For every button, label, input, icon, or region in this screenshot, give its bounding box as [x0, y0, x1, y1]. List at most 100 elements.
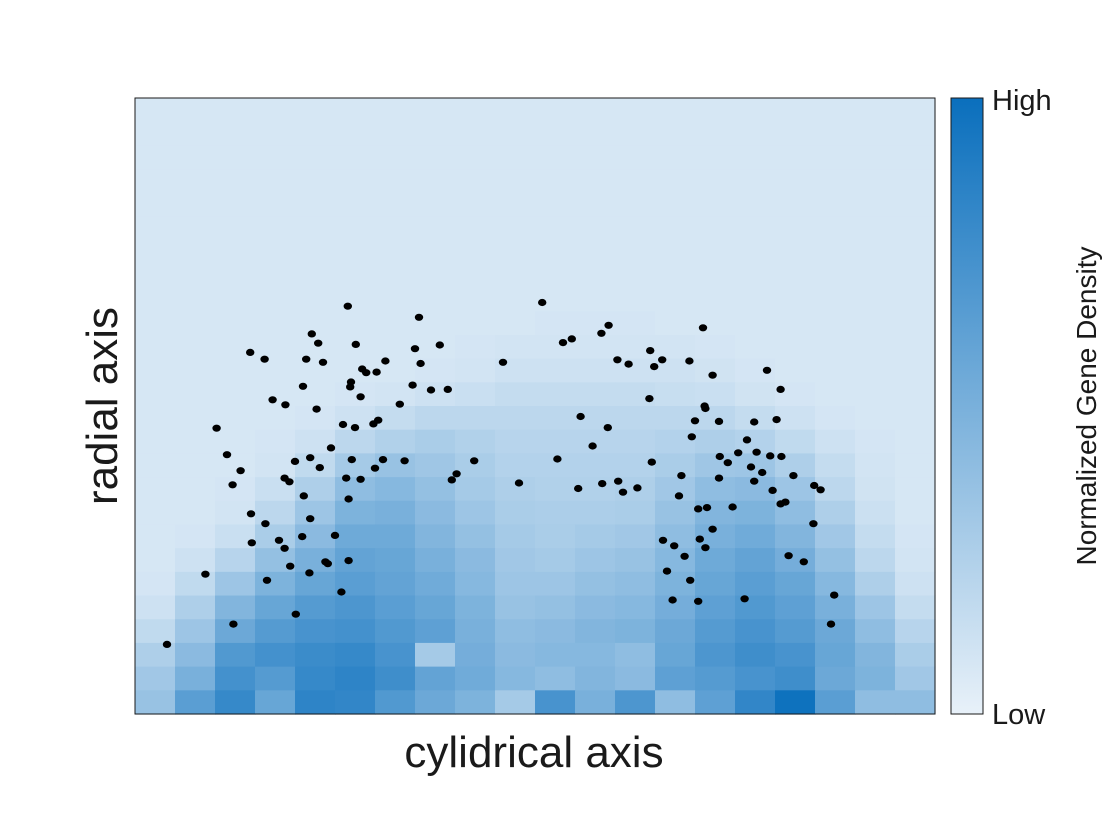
- heatmap-cell: [135, 382, 176, 407]
- heatmap-cell: [295, 287, 336, 312]
- heatmap-cell: [375, 477, 416, 502]
- heatmap-cell: [535, 619, 576, 644]
- heatmap-cell: [175, 98, 216, 123]
- heatmap-cell: [415, 666, 456, 691]
- scatter-point: [789, 472, 798, 480]
- heatmap-cell: [615, 121, 656, 146]
- scatter-point: [598, 480, 607, 488]
- heatmap-cell: [575, 263, 616, 289]
- heatmap-cell: [135, 406, 176, 431]
- heatmap-cell: [335, 216, 376, 241]
- heatmap-cell: [415, 382, 456, 407]
- scatter-point: [447, 476, 456, 484]
- heatmap-cell: [535, 524, 576, 549]
- heatmap-cell: [455, 690, 496, 715]
- scatter-point: [668, 596, 677, 604]
- heatmap-cell: [615, 192, 656, 218]
- heatmap-cell: [215, 311, 256, 336]
- heatmap-cell: [735, 216, 776, 241]
- heatmap-cell: [455, 500, 496, 526]
- heatmap-cell: [495, 287, 536, 312]
- heatmap-cell: [655, 548, 696, 573]
- scatter-point: [452, 470, 461, 478]
- scatter-point: [356, 393, 365, 401]
- scatter-point: [285, 478, 294, 486]
- heatmap-cell: [415, 334, 456, 360]
- scatter-point: [307, 330, 316, 338]
- heatmap-cell: [735, 169, 776, 194]
- scatter-point: [742, 436, 752, 444]
- scatter-point: [498, 358, 508, 366]
- heatmap-cell: [775, 358, 816, 383]
- heatmap-cell: [895, 358, 936, 383]
- heatmap-cell: [135, 169, 176, 194]
- scatter-point: [201, 570, 210, 578]
- heatmap-cell: [535, 311, 576, 336]
- heatmap-cell: [495, 406, 536, 431]
- heatmap-cell: [535, 216, 576, 241]
- heatmap-cell: [815, 169, 856, 194]
- heatmap-cell: [815, 145, 856, 170]
- scatter-point: [228, 481, 237, 489]
- heatmap-cell: [175, 145, 216, 170]
- heatmap-cell: [375, 548, 416, 573]
- heatmap-cell: [135, 240, 176, 265]
- heatmap-cell: [335, 263, 376, 289]
- heatmap-cell: [375, 358, 416, 383]
- heatmap-cell: [295, 121, 336, 146]
- scatter-point: [694, 597, 703, 605]
- heatmap-cell: [775, 571, 816, 597]
- heatmap-cell: [655, 263, 696, 289]
- heatmap-cell: [335, 429, 376, 454]
- heatmap-cell: [735, 666, 776, 691]
- heatmap-cell: [695, 334, 736, 360]
- heatmap-cell: [895, 121, 936, 146]
- heatmap-cell: [455, 619, 496, 644]
- heatmap-cell: [615, 98, 656, 123]
- heatmap-cell: [735, 263, 776, 289]
- heatmap-cell: [855, 145, 896, 170]
- heatmap-cell: [775, 311, 816, 336]
- scatter-point: [662, 567, 672, 575]
- heatmap-cell: [855, 287, 896, 312]
- heatmap-cell: [375, 334, 416, 360]
- heatmap-cell: [895, 571, 936, 597]
- heatmap-cell: [135, 524, 176, 549]
- scatter-point: [686, 576, 695, 584]
- heatmap-cell: [135, 619, 176, 644]
- scatter-point: [576, 412, 585, 421]
- heatmap-cell: [775, 240, 816, 265]
- heatmap-cell: [215, 453, 256, 478]
- heatmap-cell: [575, 690, 616, 715]
- heatmap-cell: [895, 429, 936, 454]
- heatmap-cell: [735, 500, 776, 526]
- heatmap-cell: [775, 666, 816, 691]
- scatter-point: [685, 357, 694, 365]
- heatmap-cell: [775, 619, 816, 644]
- heatmap-cell: [735, 382, 776, 407]
- scatter-point: [268, 396, 277, 404]
- heatmap-cell: [255, 619, 296, 644]
- heatmap-cell: [695, 406, 736, 431]
- heatmap-cell: [415, 192, 456, 218]
- heatmap-cell: [815, 548, 856, 573]
- heatmap-cell: [295, 192, 336, 218]
- heatmap-cell: [655, 216, 696, 241]
- heatmap-cell: [575, 642, 616, 668]
- scatter-point: [658, 536, 668, 544]
- scatter-point: [261, 520, 270, 528]
- scatter-point: [344, 495, 353, 503]
- heatmap-cell: [135, 500, 176, 526]
- heatmap-cell: [215, 571, 256, 597]
- heatmap-cell: [335, 453, 376, 478]
- heatmap-cell: [575, 382, 616, 407]
- heatmap-cell: [255, 98, 296, 123]
- heatmap-cell: [455, 548, 496, 573]
- heatmap-cell: [175, 169, 216, 194]
- heatmap-cell: [855, 690, 896, 715]
- scatter-point: [762, 366, 772, 374]
- heatmap-cell: [375, 169, 416, 194]
- heatmap-cell: [175, 548, 216, 573]
- scatter-point: [262, 576, 272, 584]
- scatter-point: [574, 484, 583, 493]
